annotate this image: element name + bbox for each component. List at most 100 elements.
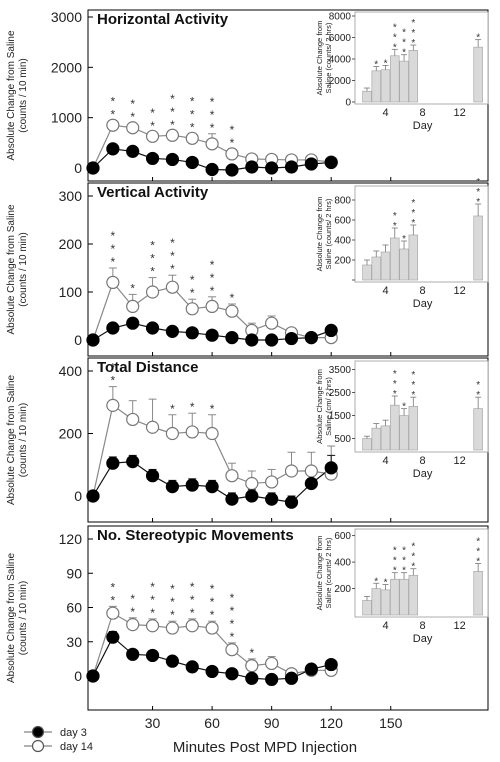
y-tick-label: 0 bbox=[74, 332, 82, 348]
inset-y-tick-label: 4000 bbox=[329, 55, 352, 66]
point-day-3 bbox=[126, 647, 140, 661]
inset-star: * bbox=[402, 38, 406, 49]
point-day-3 bbox=[284, 331, 299, 346]
inset-x-label: Day bbox=[413, 298, 433, 310]
significance-star: * bbox=[210, 258, 215, 272]
panel-title: Vertical Activity bbox=[97, 184, 209, 201]
y-axis-label-line2: (counts / 10 min) bbox=[18, 58, 29, 132]
x-tick-label: 90 bbox=[264, 715, 280, 731]
inset-x-label: Day bbox=[413, 120, 433, 132]
y-axis-label: Absolute Change from Saline (counts / 10 … bbox=[6, 375, 29, 506]
inset-star: * bbox=[476, 546, 480, 557]
point-day-14 bbox=[185, 425, 199, 439]
y-tick-label: 200 bbox=[59, 236, 83, 252]
inset-y-tick-label: 200 bbox=[334, 584, 351, 595]
inset-star: * bbox=[402, 402, 406, 413]
inset-x-label: Day bbox=[413, 468, 433, 480]
point-day-14 bbox=[106, 118, 120, 132]
inset-bar bbox=[473, 215, 483, 281]
inset-star: * bbox=[374, 60, 378, 71]
significance-star: * bbox=[130, 281, 135, 295]
inset-x-tick-label: 12 bbox=[453, 107, 465, 119]
inset-y-label-line1: Absolute Change from bbox=[315, 21, 324, 96]
y-tick-label: 0 bbox=[74, 160, 82, 176]
inset-star: * bbox=[393, 369, 397, 380]
inset-star: * bbox=[402, 28, 406, 39]
inset-bar bbox=[371, 256, 382, 281]
point-day-3 bbox=[265, 672, 279, 687]
y-tick-label: 3000 bbox=[51, 9, 82, 25]
inset-bar bbox=[362, 264, 372, 281]
point-day-14 bbox=[165, 621, 179, 635]
panel-4: 0 30 60 90 120 Absolute Change from Saline (co… bbox=[6, 525, 489, 711]
inset-star: * bbox=[384, 578, 388, 589]
significance-star: * bbox=[170, 402, 175, 416]
panel-3: 0 200 400 Absolute Change from Saline (count… bbox=[6, 357, 489, 523]
significance-star: * bbox=[111, 95, 116, 109]
point-day-14 bbox=[205, 621, 219, 635]
point-day-3 bbox=[185, 478, 199, 492]
inset-star: * bbox=[476, 390, 480, 401]
point-day-3 bbox=[165, 324, 179, 338]
y-tick-label: 120 bbox=[59, 531, 83, 547]
y-tick-label: 200 bbox=[59, 426, 83, 442]
significance-star: * bbox=[111, 255, 116, 269]
point-day-3 bbox=[284, 160, 299, 174]
inset-bar bbox=[380, 589, 391, 616]
inset-star: * bbox=[393, 42, 397, 53]
legend-marker bbox=[31, 725, 45, 739]
point-day-3 bbox=[324, 323, 338, 337]
significance-star: * bbox=[230, 591, 235, 605]
point-day-3 bbox=[185, 155, 199, 170]
inset-bar bbox=[408, 406, 419, 451]
point-day-3 bbox=[106, 142, 120, 156]
y-tick-label: 90 bbox=[66, 565, 82, 581]
significance-star: * bbox=[150, 239, 155, 253]
significance-star: * bbox=[130, 592, 135, 606]
inset-star: * bbox=[411, 28, 415, 39]
inset-star: * bbox=[402, 48, 406, 59]
point-day-3 bbox=[106, 456, 120, 470]
significance-star: * bbox=[249, 646, 254, 660]
point-day-3 bbox=[284, 671, 299, 685]
inset-x-tick-label: 12 bbox=[453, 285, 465, 297]
inset-star: * bbox=[411, 562, 415, 573]
point-day-3 bbox=[304, 331, 318, 345]
significance-star: * bbox=[210, 595, 215, 609]
legend: day 3 day 14 bbox=[24, 725, 93, 753]
inset-star: * bbox=[393, 211, 397, 222]
inset-star: * bbox=[476, 187, 480, 198]
inset-star: * bbox=[411, 542, 415, 553]
significance-star: * bbox=[230, 617, 235, 631]
inset-star: * bbox=[384, 58, 388, 69]
inset-star: * bbox=[411, 390, 415, 401]
inset-star: * bbox=[393, 22, 397, 33]
point-day-3 bbox=[165, 654, 179, 668]
inset-y-label-line1: Absolute Change from bbox=[315, 536, 324, 611]
point-day-3 bbox=[86, 669, 100, 683]
point-day-14 bbox=[145, 420, 160, 434]
point-day-14 bbox=[185, 302, 199, 316]
inset-bar bbox=[408, 234, 419, 281]
point-day-3 bbox=[205, 162, 219, 177]
inset-bar bbox=[380, 69, 391, 103]
point-day-3 bbox=[225, 163, 239, 177]
inset-bar bbox=[390, 404, 400, 451]
legend-label: day 14 bbox=[60, 741, 93, 753]
inset-x-tick-label: 4 bbox=[382, 455, 388, 467]
point-day-3 bbox=[86, 333, 100, 347]
inset-y-label-line1: Absolute Change from bbox=[315, 369, 324, 444]
point-day-14 bbox=[106, 275, 120, 289]
inset-x-label: Day bbox=[413, 633, 433, 645]
significance-star: * bbox=[170, 608, 175, 622]
y-axis-label-line1: Absolute Change from Saline bbox=[6, 375, 17, 506]
y-axis-label-line1: Absolute Change from Saline bbox=[6, 30, 17, 161]
inset-x-tick-label: 8 bbox=[420, 285, 426, 297]
inset-x-tick-label: 8 bbox=[420, 107, 426, 119]
point-day-14 bbox=[205, 299, 219, 313]
significance-star: * bbox=[230, 136, 235, 150]
point-day-3 bbox=[205, 328, 219, 342]
point-day-14 bbox=[165, 280, 179, 294]
